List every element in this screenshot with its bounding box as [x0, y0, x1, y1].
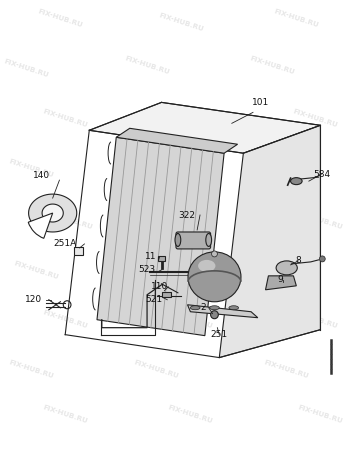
Text: FIX-HUB.RU: FIX-HUB.RU [293, 310, 339, 330]
Text: FIX-HUB.RU: FIX-HUB.RU [8, 158, 55, 178]
Bar [74, 247, 83, 255]
Ellipse shape [175, 234, 181, 247]
Text: FIX-HUB.RU: FIX-HUB.RU [273, 9, 320, 29]
Polygon shape [188, 305, 258, 318]
Ellipse shape [190, 306, 200, 310]
Text: FIX-HUB.RU: FIX-HUB.RU [8, 360, 55, 380]
Text: FIX-HUB.RU: FIX-HUB.RU [134, 360, 180, 380]
Polygon shape [266, 276, 296, 290]
Text: FIX-HUB.RU: FIX-HUB.RU [297, 210, 344, 230]
Ellipse shape [290, 178, 302, 184]
Text: FIX-HUB.RU: FIX-HUB.RU [42, 310, 88, 330]
Text: 8: 8 [295, 256, 301, 266]
Polygon shape [89, 103, 320, 153]
Polygon shape [219, 125, 320, 358]
Text: FIX-HUB.RU: FIX-HUB.RU [42, 108, 88, 128]
Polygon shape [29, 194, 77, 232]
Text: FIX-HUB.RU: FIX-HUB.RU [264, 155, 310, 175]
FancyBboxPatch shape [176, 232, 211, 249]
Text: FIX-HUB.RU: FIX-HUB.RU [268, 260, 315, 280]
Text: FIX-HUB.RU: FIX-HUB.RU [293, 108, 339, 128]
Text: 2: 2 [200, 303, 206, 312]
Circle shape [212, 251, 217, 257]
Ellipse shape [206, 234, 212, 247]
Text: 251: 251 [211, 330, 228, 339]
Text: 11: 11 [145, 252, 157, 261]
Text: FIX-HUB.RU: FIX-HUB.RU [249, 55, 295, 76]
Text: FIX-HUB.RU: FIX-HUB.RU [13, 260, 60, 280]
Text: 523: 523 [139, 266, 156, 274]
Text: 120: 120 [25, 295, 42, 304]
Ellipse shape [229, 306, 239, 310]
Text: FIX-HUB.RU: FIX-HUB.RU [158, 13, 204, 33]
Polygon shape [42, 204, 63, 222]
Text: FIX-HUB.RU: FIX-HUB.RU [42, 405, 88, 424]
Polygon shape [116, 128, 238, 153]
Text: FIX-HUB.RU: FIX-HUB.RU [264, 360, 310, 380]
Text: 584: 584 [313, 170, 330, 179]
Bar [158, 256, 165, 261]
Text: FIX-HUB.RU: FIX-HUB.RU [124, 55, 170, 76]
Text: 322: 322 [178, 211, 195, 220]
Text: 521: 521 [145, 295, 162, 304]
Text: 251A: 251A [54, 239, 77, 248]
Polygon shape [97, 137, 224, 336]
Text: FIX-HUB.RU: FIX-HUB.RU [172, 208, 218, 228]
Bar [161, 292, 171, 297]
Circle shape [211, 311, 218, 319]
Text: FIX-HUB.RU: FIX-HUB.RU [167, 105, 214, 126]
Text: 110: 110 [151, 282, 168, 291]
Ellipse shape [198, 260, 216, 272]
Ellipse shape [276, 261, 297, 275]
Text: FIX-HUB.RU: FIX-HUB.RU [47, 210, 93, 230]
Text: FIX-HUB.RU: FIX-HUB.RU [4, 58, 50, 79]
Circle shape [320, 256, 325, 262]
Wedge shape [28, 213, 53, 239]
Text: FIX-HUB.RU: FIX-HUB.RU [129, 158, 175, 178]
Ellipse shape [210, 306, 219, 310]
Text: 101: 101 [252, 98, 270, 107]
Text: 140: 140 [33, 171, 50, 180]
Text: FIX-HUB.RU: FIX-HUB.RU [297, 405, 344, 424]
Text: FIX-HUB.RU: FIX-HUB.RU [138, 260, 185, 280]
Text: FIX-HUB.RU: FIX-HUB.RU [167, 405, 214, 424]
Text: FIX-HUB.RU: FIX-HUB.RU [37, 9, 84, 29]
Ellipse shape [188, 252, 241, 302]
Text: FIX-HUB.RU: FIX-HUB.RU [167, 310, 214, 330]
Text: 9: 9 [277, 275, 283, 284]
